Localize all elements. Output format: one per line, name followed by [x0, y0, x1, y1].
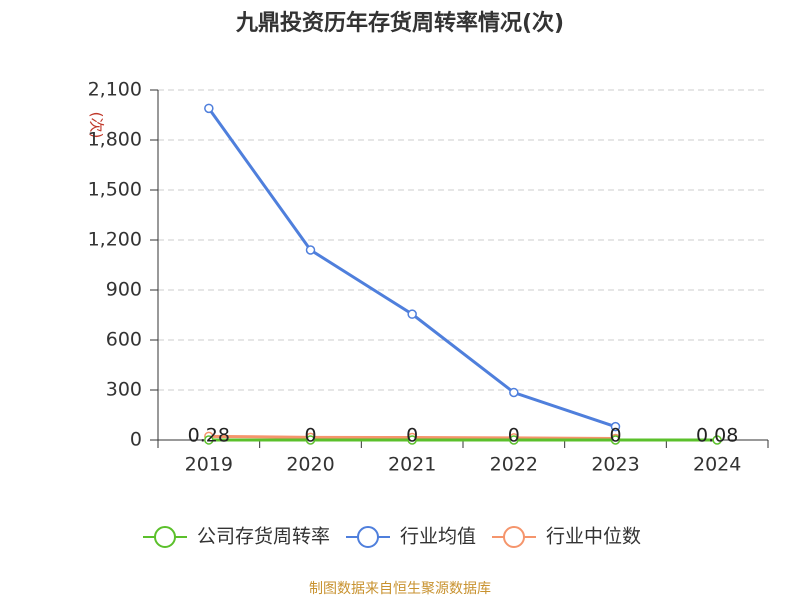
x-tick-label: 2023	[591, 454, 639, 476]
data-label: 0	[304, 425, 316, 447]
y-tick-label: 1,800	[88, 129, 142, 151]
point	[407, 309, 417, 319]
point	[610, 435, 621, 445]
legend-marker	[154, 526, 176, 548]
y-tick-label: 2,100	[88, 79, 142, 101]
data-label: 0	[609, 425, 621, 447]
legend-label: 行业中位数	[546, 526, 641, 548]
point	[712, 435, 722, 445]
legend-marker	[503, 526, 525, 548]
data-label: 0.28	[188, 424, 230, 446]
x-tick-label: 2024	[693, 454, 741, 476]
point	[204, 435, 214, 445]
legend-label: 公司存货周转率	[197, 526, 330, 548]
y-tick-label: 300	[106, 379, 142, 401]
x-tick-label: 2022	[490, 454, 538, 476]
point	[305, 435, 316, 445]
y-tick-label: 600	[106, 329, 142, 351]
point	[509, 387, 519, 398]
legend-label: 行业均值	[400, 526, 476, 548]
y-tick-label: 1,500	[88, 179, 142, 201]
source-note: 制图数据来自恒生聚源数据库	[309, 581, 491, 597]
point	[610, 421, 621, 432]
point	[204, 103, 214, 114]
y-axis-label: (次)	[88, 112, 106, 139]
legend-marker	[357, 526, 379, 548]
data-label: 0	[406, 425, 418, 447]
x-tick-label: 2020	[286, 454, 334, 476]
data-label: 0.08	[696, 424, 738, 446]
y-tick-label: 1,200	[88, 229, 142, 251]
chart-title: 九鼎投资历年存货周转率情况(次)	[235, 10, 564, 36]
series-line	[207, 107, 616, 429]
x-tick-label: 2019	[185, 454, 233, 476]
point	[305, 245, 316, 255]
point	[407, 435, 417, 445]
y-tick-label: 900	[106, 279, 142, 301]
x-tick-label: 2021	[388, 454, 436, 476]
y-tick-label: 0	[130, 429, 142, 451]
data-label: 0	[508, 425, 520, 447]
point	[509, 435, 519, 445]
